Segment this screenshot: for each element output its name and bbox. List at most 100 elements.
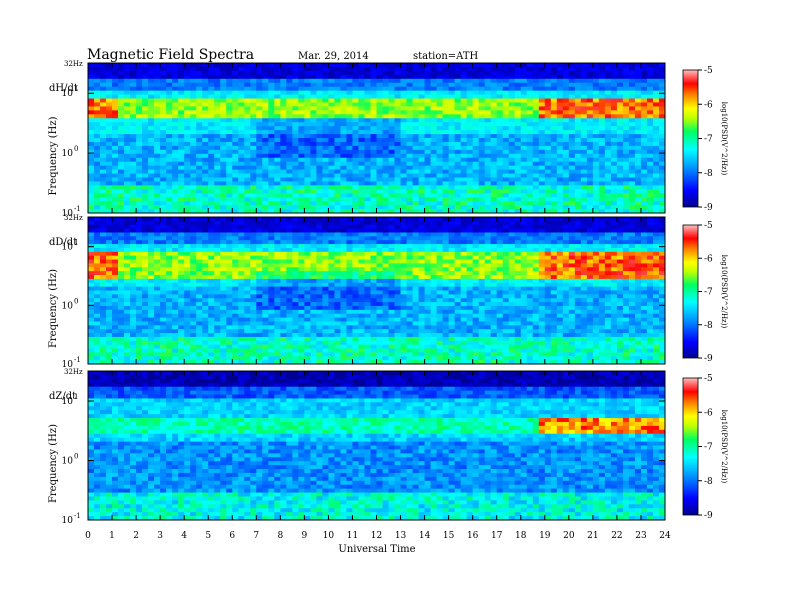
spectrogram-cell	[646, 94, 654, 100]
spectrogram-cell	[214, 282, 221, 288]
spectrogram-cell	[100, 321, 107, 326]
spectrogram-cell	[124, 244, 131, 249]
spectrogram-cell	[190, 255, 197, 261]
spectrogram-cell	[148, 259, 155, 264]
spectrogram-cell	[544, 185, 552, 190]
spectrogram-cell	[100, 98, 107, 103]
spectrogram-cell	[442, 134, 450, 139]
spectrogram-cell	[172, 106, 179, 111]
spectrogram-cell	[214, 340, 221, 346]
spectrogram-cell	[178, 224, 185, 230]
spectrogram-cell	[178, 294, 185, 299]
spectrogram-cell	[154, 63, 161, 68]
spectrogram-cell	[418, 177, 426, 182]
spectrogram-cell	[88, 302, 95, 307]
spectrogram-cell	[328, 153, 335, 159]
spectrogram-cell	[358, 157, 365, 163]
spectrogram-cell	[238, 352, 245, 357]
spectrogram-cell	[598, 86, 606, 92]
spectrogram-cell	[484, 161, 492, 167]
spectrogram-cell	[154, 94, 161, 100]
spectrogram-cell	[304, 98, 311, 103]
spectrogram-cell	[136, 247, 143, 253]
spectrogram-cell	[568, 141, 576, 147]
spectrogram-cell	[196, 224, 203, 230]
spectrogram-cell	[370, 173, 377, 178]
spectrogram-cell	[400, 66, 408, 72]
spectrogram-cell	[130, 302, 137, 307]
spectrogram-cell	[256, 86, 263, 92]
spectrogram-cell	[616, 82, 624, 88]
spectrogram-cell	[604, 185, 612, 190]
spectrogram-cell	[334, 197, 341, 202]
spectrogram-cell	[280, 360, 287, 365]
spectrogram-cell	[436, 153, 444, 159]
spectrogram-cell	[208, 130, 215, 135]
spectrogram-cell	[484, 66, 492, 72]
spectrogram-cell	[538, 110, 546, 115]
spectrogram-cell	[232, 360, 239, 365]
spectrogram-cell	[130, 336, 137, 342]
spectrogram-cell	[514, 86, 522, 92]
spectrogram-cell	[202, 169, 209, 175]
spectrogram-cell	[232, 309, 239, 315]
spectrogram-cell	[160, 360, 167, 365]
spectrogram-cell	[598, 70, 606, 76]
spectrogram-cell	[376, 173, 384, 178]
spectrogram-cell	[88, 325, 95, 330]
spectrogram-cell	[292, 110, 299, 115]
spectrogram-cell	[220, 217, 227, 222]
spectrogram-cell	[118, 360, 125, 365]
spectrogram-cell	[490, 130, 498, 135]
spectrogram-cell	[94, 352, 101, 357]
spectrogram-cell	[100, 157, 107, 163]
spectrogram-cell	[280, 317, 287, 322]
spectrogram-cell	[658, 66, 666, 72]
spectrogram-cell	[406, 209, 414, 214]
spectrogram-cell	[172, 290, 179, 295]
spectrogram-cell	[154, 294, 161, 299]
spectrogram-cell	[496, 197, 504, 202]
spectrogram-cell	[172, 165, 179, 171]
spectrogram-cell	[214, 313, 221, 319]
spectrogram-cell	[166, 169, 173, 175]
spectrogram-cell	[394, 209, 402, 214]
spectrogram-cell	[250, 298, 257, 303]
spectrogram-cell	[214, 278, 221, 284]
spectrogram-cell	[184, 259, 191, 264]
spectrogram-cell	[274, 189, 281, 194]
spectrogram-cell	[550, 78, 558, 84]
spectrogram-cell	[250, 141, 257, 147]
spectrogram-cell	[628, 149, 636, 155]
spectrogram-cell	[430, 177, 438, 182]
spectrogram-cell	[124, 145, 131, 151]
spectrogram-cell	[352, 98, 359, 103]
spectrogram-cell	[316, 82, 323, 88]
spectrogram-cell	[316, 138, 323, 143]
spectrogram-cell	[508, 169, 516, 175]
spectrogram-cell	[280, 236, 287, 241]
spectrogram-cell	[178, 157, 185, 163]
spectrogram-cell	[226, 63, 233, 68]
spectrogram-cell	[538, 181, 546, 186]
spectrogram-cell	[190, 201, 197, 206]
spectrogram-cell	[628, 110, 636, 115]
spectrogram-cell	[412, 66, 420, 72]
spectrogram-cell	[538, 205, 546, 210]
spectrogram-cell	[142, 114, 149, 119]
spectrogram-cell	[178, 66, 185, 72]
spectrogram-cell	[142, 70, 149, 76]
spectrogram-cell	[490, 78, 498, 84]
spectrogram-cell	[394, 110, 402, 115]
spectrogram-cell	[130, 294, 137, 299]
spectrogram-cell	[346, 122, 353, 127]
spectrogram-cell	[172, 263, 179, 268]
spectrogram-cell	[508, 78, 516, 84]
spectrogram-cell	[106, 217, 113, 222]
spectrogram-cell	[250, 126, 257, 131]
spectrogram-cell	[478, 201, 486, 206]
spectrogram-cell	[394, 177, 402, 182]
spectrogram-cell	[268, 309, 275, 315]
spectrogram-cell	[232, 205, 239, 210]
spectrogram-cell	[244, 78, 251, 84]
